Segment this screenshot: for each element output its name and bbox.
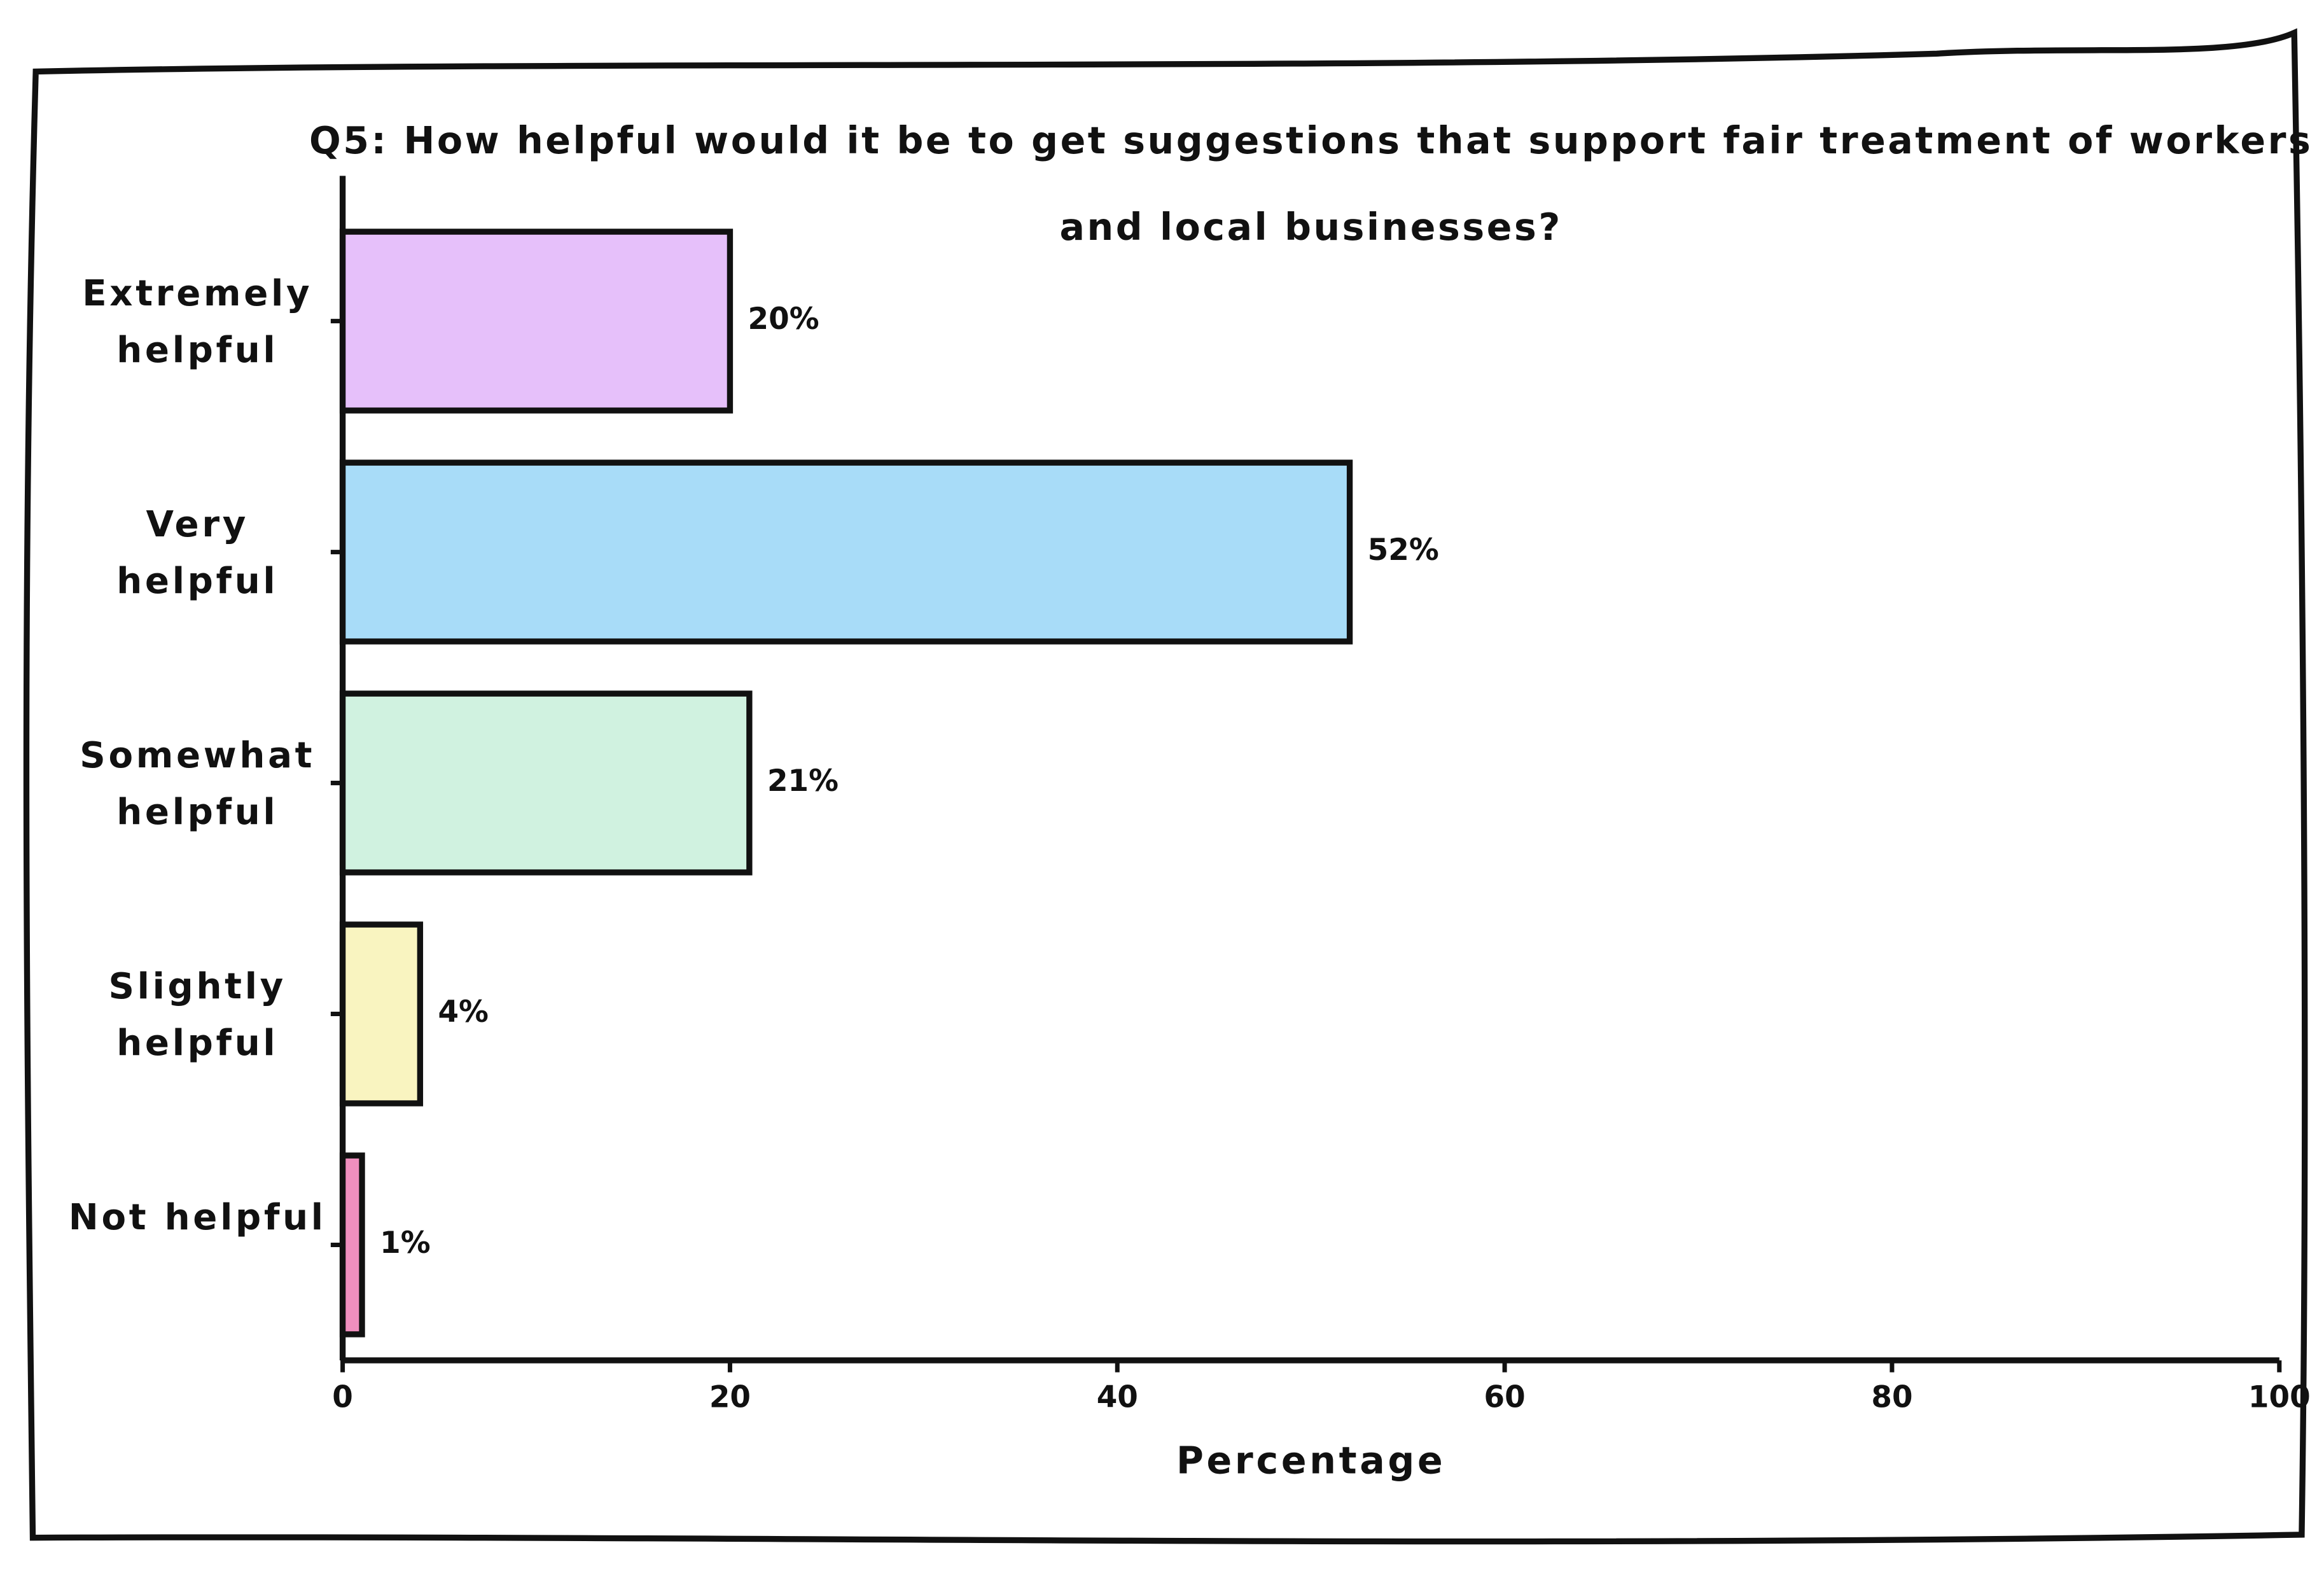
x-tick-label: 100 <box>2248 1380 2311 1414</box>
value-label: 4% <box>438 995 489 1030</box>
bar <box>339 921 424 1107</box>
bar <box>339 228 734 414</box>
y-tick-label: Slightly helpful <box>108 965 287 1063</box>
chart-title: Q5: How helpful would it be to get sugge… <box>309 119 2313 249</box>
frame <box>23 28 2308 1545</box>
y-tick-label: Very helpful <box>116 503 279 601</box>
bar <box>339 1152 365 1337</box>
y-tick-label: Not helpful <box>68 1196 326 1238</box>
x-tick-label: 80 <box>1871 1380 1912 1414</box>
x-tick-label: 20 <box>709 1380 751 1414</box>
y-tick-label: Somewhat helpful <box>80 734 316 832</box>
bar <box>339 459 1353 645</box>
bar <box>339 690 753 876</box>
x-tick-label: 0 <box>332 1380 353 1414</box>
value-label: 20% <box>748 302 819 337</box>
value-label: 21% <box>767 764 838 799</box>
value-label: 1% <box>380 1226 431 1260</box>
x-axis-label: Percentage <box>1176 1439 1445 1483</box>
y-tick-label: Extremely helpful <box>82 272 313 370</box>
x-tick-label: 40 <box>1097 1380 1138 1414</box>
value-label: 52% <box>1368 533 1439 568</box>
x-tick-label: 60 <box>1484 1380 1526 1414</box>
